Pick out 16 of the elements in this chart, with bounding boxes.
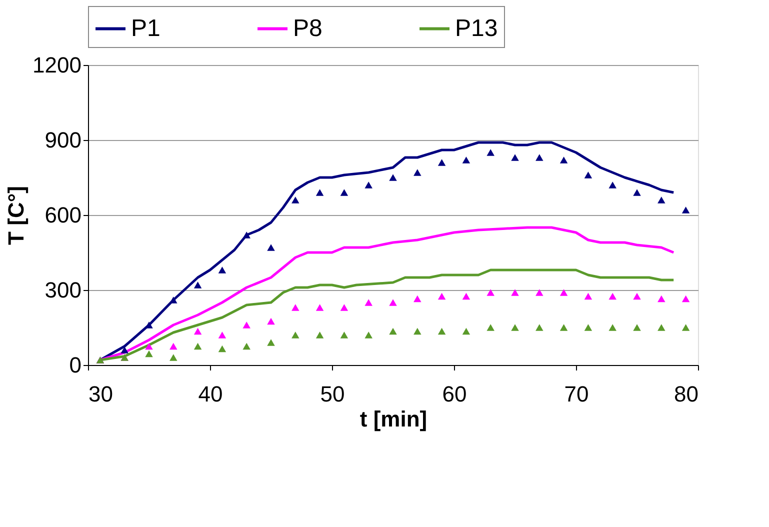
y-tick-label: 600 [44, 202, 82, 228]
y-axis-title: T [C°] [4, 186, 29, 245]
x-tick-label: 80 [674, 382, 698, 406]
y-tick-label: 0 [69, 352, 82, 378]
y-tick-label: 1200 [32, 52, 82, 78]
y-tick-label: 300 [44, 278, 82, 302]
y-tick-label: 900 [44, 128, 82, 152]
x-tick-label: 30 [88, 382, 113, 406]
legend-label: P8 [293, 14, 322, 42]
legend-label: P13 [455, 14, 498, 42]
x-tick-label: 70 [564, 382, 589, 406]
x-axis-title: t [min] [360, 406, 428, 432]
x-tick-label: 40 [198, 382, 223, 406]
x-tick-label: 50 [320, 382, 345, 406]
legend-label: P1 [131, 14, 160, 42]
x-tick-label: 60 [442, 382, 467, 406]
